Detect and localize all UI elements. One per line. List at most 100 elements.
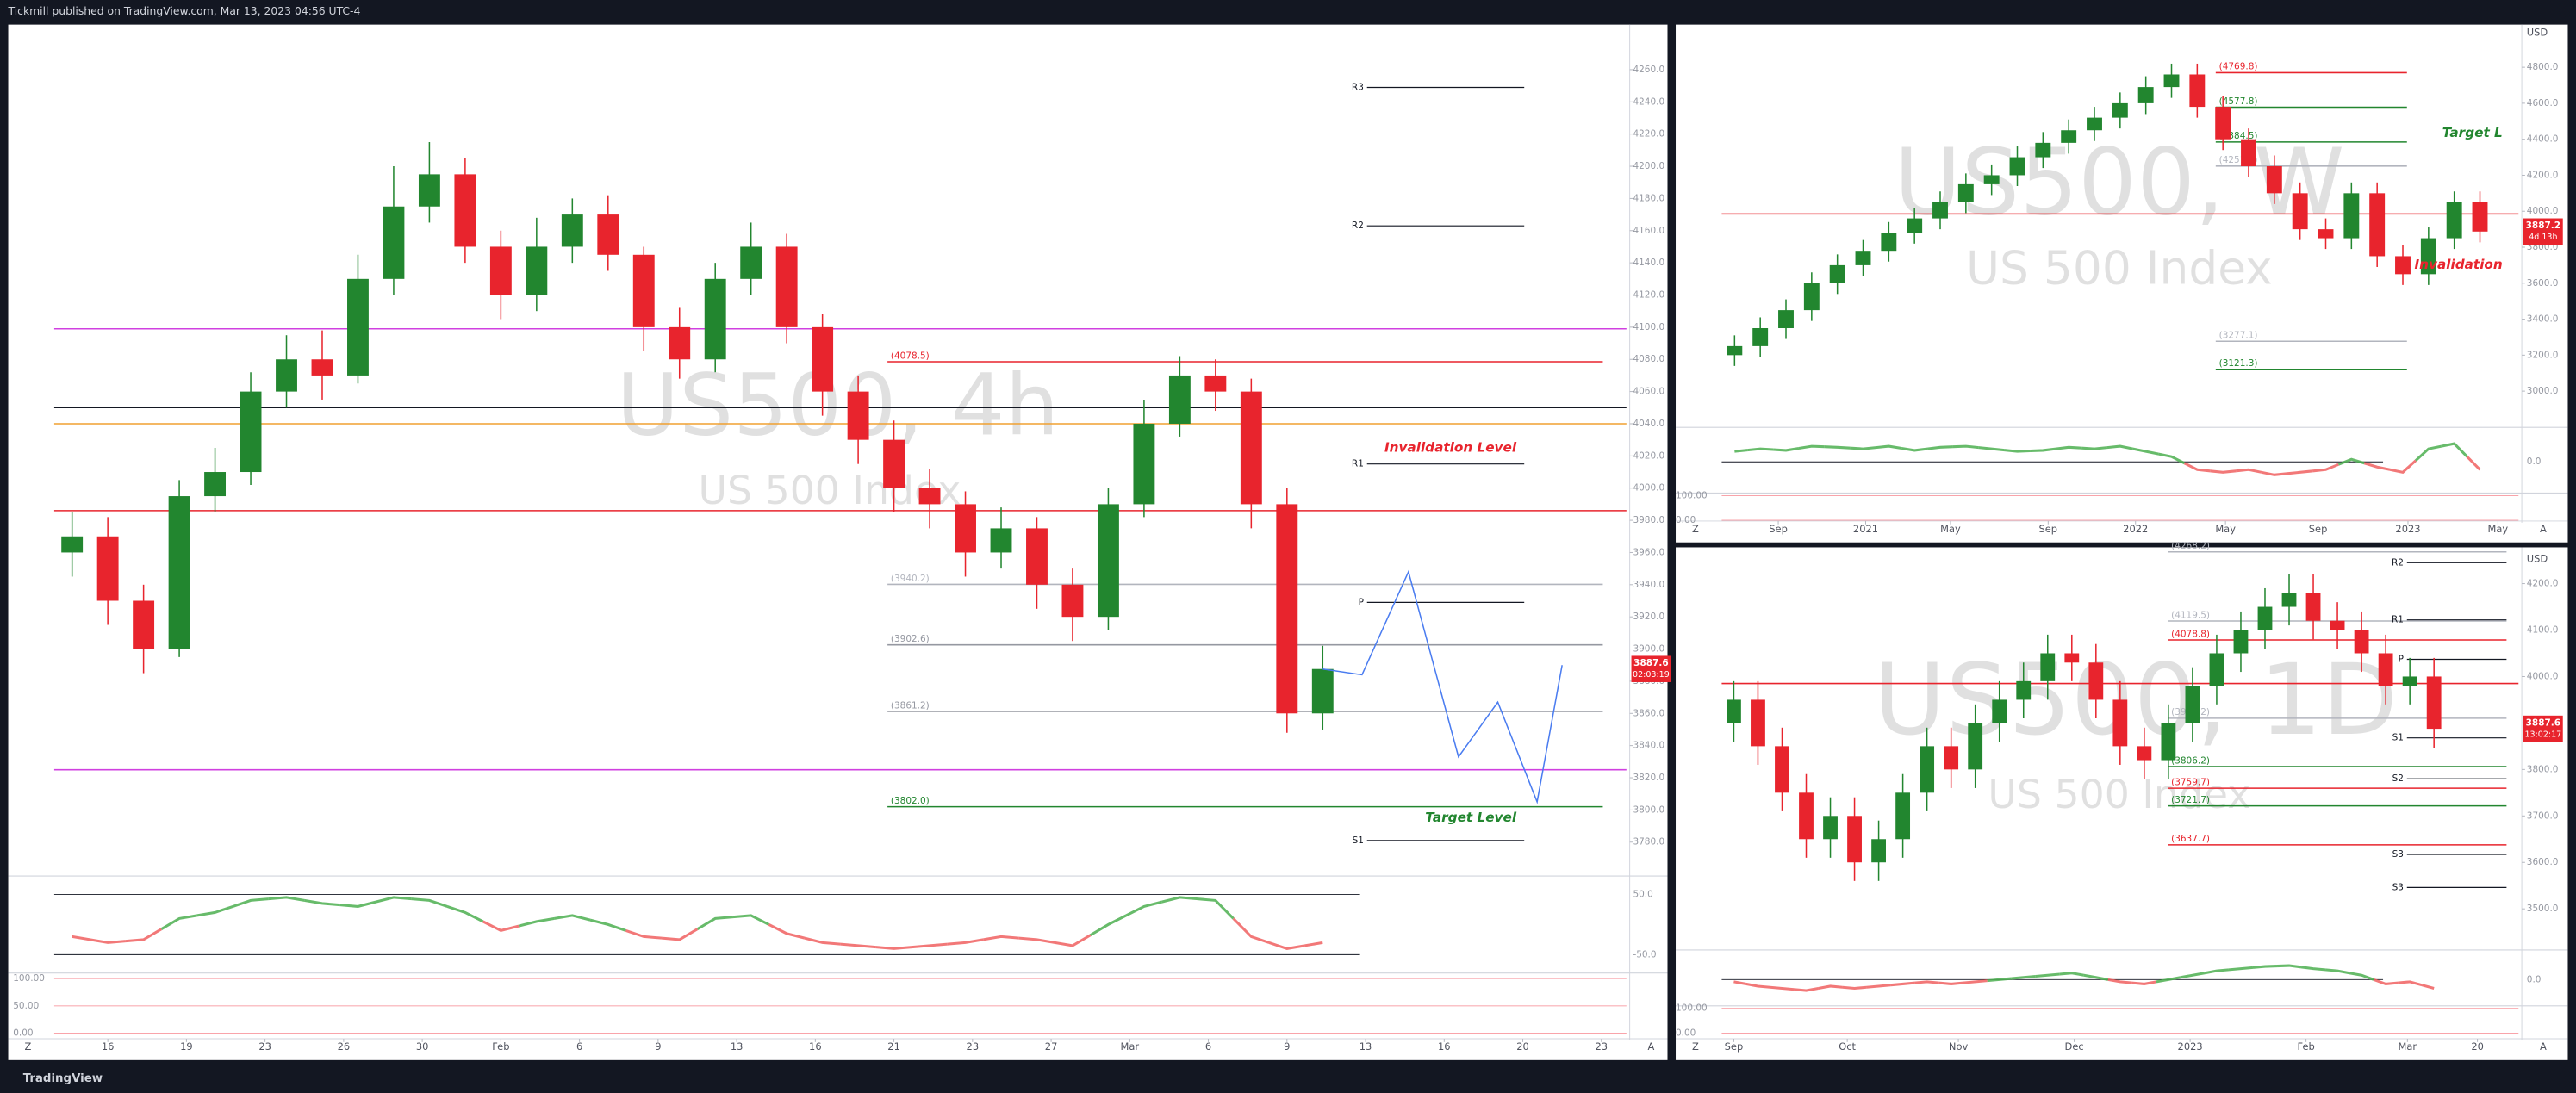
osc-segment [339,900,376,908]
osc-segment [2261,470,2287,476]
pivot-label: S1 [1353,835,1364,846]
osc-segment [1938,981,1963,985]
osc-segment [303,898,340,907]
osc-segment [2312,463,2339,473]
y-tick-label: 3500.0 [2527,904,2559,914]
y-tick-label: 4100.0 [2527,625,2559,636]
y-tick-label: 3980.0 [1633,515,1664,525]
osc-segment [2131,980,2157,985]
pivot-label: R1 [2392,615,2404,625]
osc-segment [1125,900,1163,917]
candle-body [2064,653,2080,663]
y-tick-label: 3940.0 [1633,580,1664,590]
osc-segment [411,897,448,908]
candle-body [1992,699,2007,723]
osc-segment [2158,452,2186,465]
x-tick-label: Sep [1725,1040,1744,1053]
osc-segment [2107,978,2132,984]
candle-body [61,536,84,553]
y-tick-label: 4260.0 [1633,65,1664,75]
y-tick-label: 4060.0 [1633,387,1664,397]
candle-body [347,278,369,376]
level-label: (4078.8) [2171,629,2210,639]
candle-body [1871,839,1886,863]
candle-body [1968,723,1983,770]
osc-segment [1772,447,1800,452]
x-tick-label: 23 [967,1040,980,1053]
candle-body [597,214,619,255]
osc-segment [2059,972,2085,977]
candle-body [1311,668,1334,714]
osc-tick-label: -50.0 [1633,949,1656,959]
candle-body [2343,193,2360,239]
osc-segment [1818,984,1843,991]
candle-body [990,528,1012,553]
osc-segment [160,914,198,930]
osc-segment [2389,459,2417,474]
osc-segment [1866,984,1891,989]
x-tick-label: 13 [731,1040,744,1053]
candle-body [454,174,476,247]
osc-segment [268,896,305,902]
osc-segment [2235,468,2262,474]
pivot-label: R2 [2392,557,2404,568]
osc-segment [2466,456,2481,471]
candle-body [1907,218,1923,233]
candle-body [1097,504,1119,618]
publisher: Tickmill published on TradingView.com, M… [8,4,361,17]
candle-body [2161,723,2176,761]
y-tick-label: 4600.0 [2527,98,2559,109]
candle-body [1881,233,1897,252]
y-tick-label: 4040.0 [1633,419,1664,429]
candle-body [1168,375,1191,424]
y-tick-label: 3000.0 [2527,386,2559,396]
osc-segment [1794,987,1819,992]
x-tick-label: Mar [1121,1040,1140,1053]
x-tick-label: 19 [180,1040,193,1053]
chart-subtitle: US 500 Index [699,468,961,513]
osc-segment [804,936,841,946]
y-tick-label: 3900.0 [1633,644,1664,655]
candle-body [2009,157,2025,176]
candle-body [240,391,262,473]
osc-segment [1901,447,1928,452]
level-label: (3759.7) [2171,777,2210,787]
x-tick-label: 21 [887,1040,900,1053]
candle-body [2330,620,2345,630]
y-tick-label: 4200.0 [2527,579,2559,589]
chart-frame [1676,547,2568,1060]
osc-segment [1876,444,1902,450]
pivot-label: S3 [2392,849,2404,860]
candle-body [2061,130,2077,143]
x-tick-label: Sep [2309,523,2328,535]
candle-body [2215,107,2231,140]
candle-body [669,326,691,360]
y-tick-label: 3920.0 [1633,612,1664,622]
osc-segment [2004,449,2031,453]
candle-body [2233,630,2249,654]
osc-segment [1824,445,1851,450]
stoch-tick-label: 0.00 [1676,1028,1696,1038]
osc-segment [2030,447,2056,453]
y-tick-label: 3600.0 [2527,857,2559,867]
last-price-box [2523,715,2563,742]
candle-body [1133,423,1155,505]
x-tick-label: 2023 [2178,1040,2203,1053]
x-tick-label: 27 [1045,1040,1058,1053]
osc-segment [2363,462,2391,471]
osc-segment [2373,978,2399,985]
candle-body [2087,117,2102,131]
osc-segment [2183,462,2211,473]
level-label: (3721.7) [2171,795,2210,805]
x-tick-label: Sep [1769,523,1788,535]
y-tick-label: 4020.0 [1633,450,1664,461]
candle-body [2189,74,2206,108]
osc-segment [2441,442,2468,458]
candle-body [2209,653,2224,686]
scale-button: Z [24,1040,31,1053]
candle-body [2163,74,2180,88]
level-label: (3806.2) [2171,755,2210,766]
x-tick-label: 26 [338,1040,351,1053]
osc-segment [2276,964,2302,969]
y-tick-label: 3800.0 [1633,804,1664,815]
